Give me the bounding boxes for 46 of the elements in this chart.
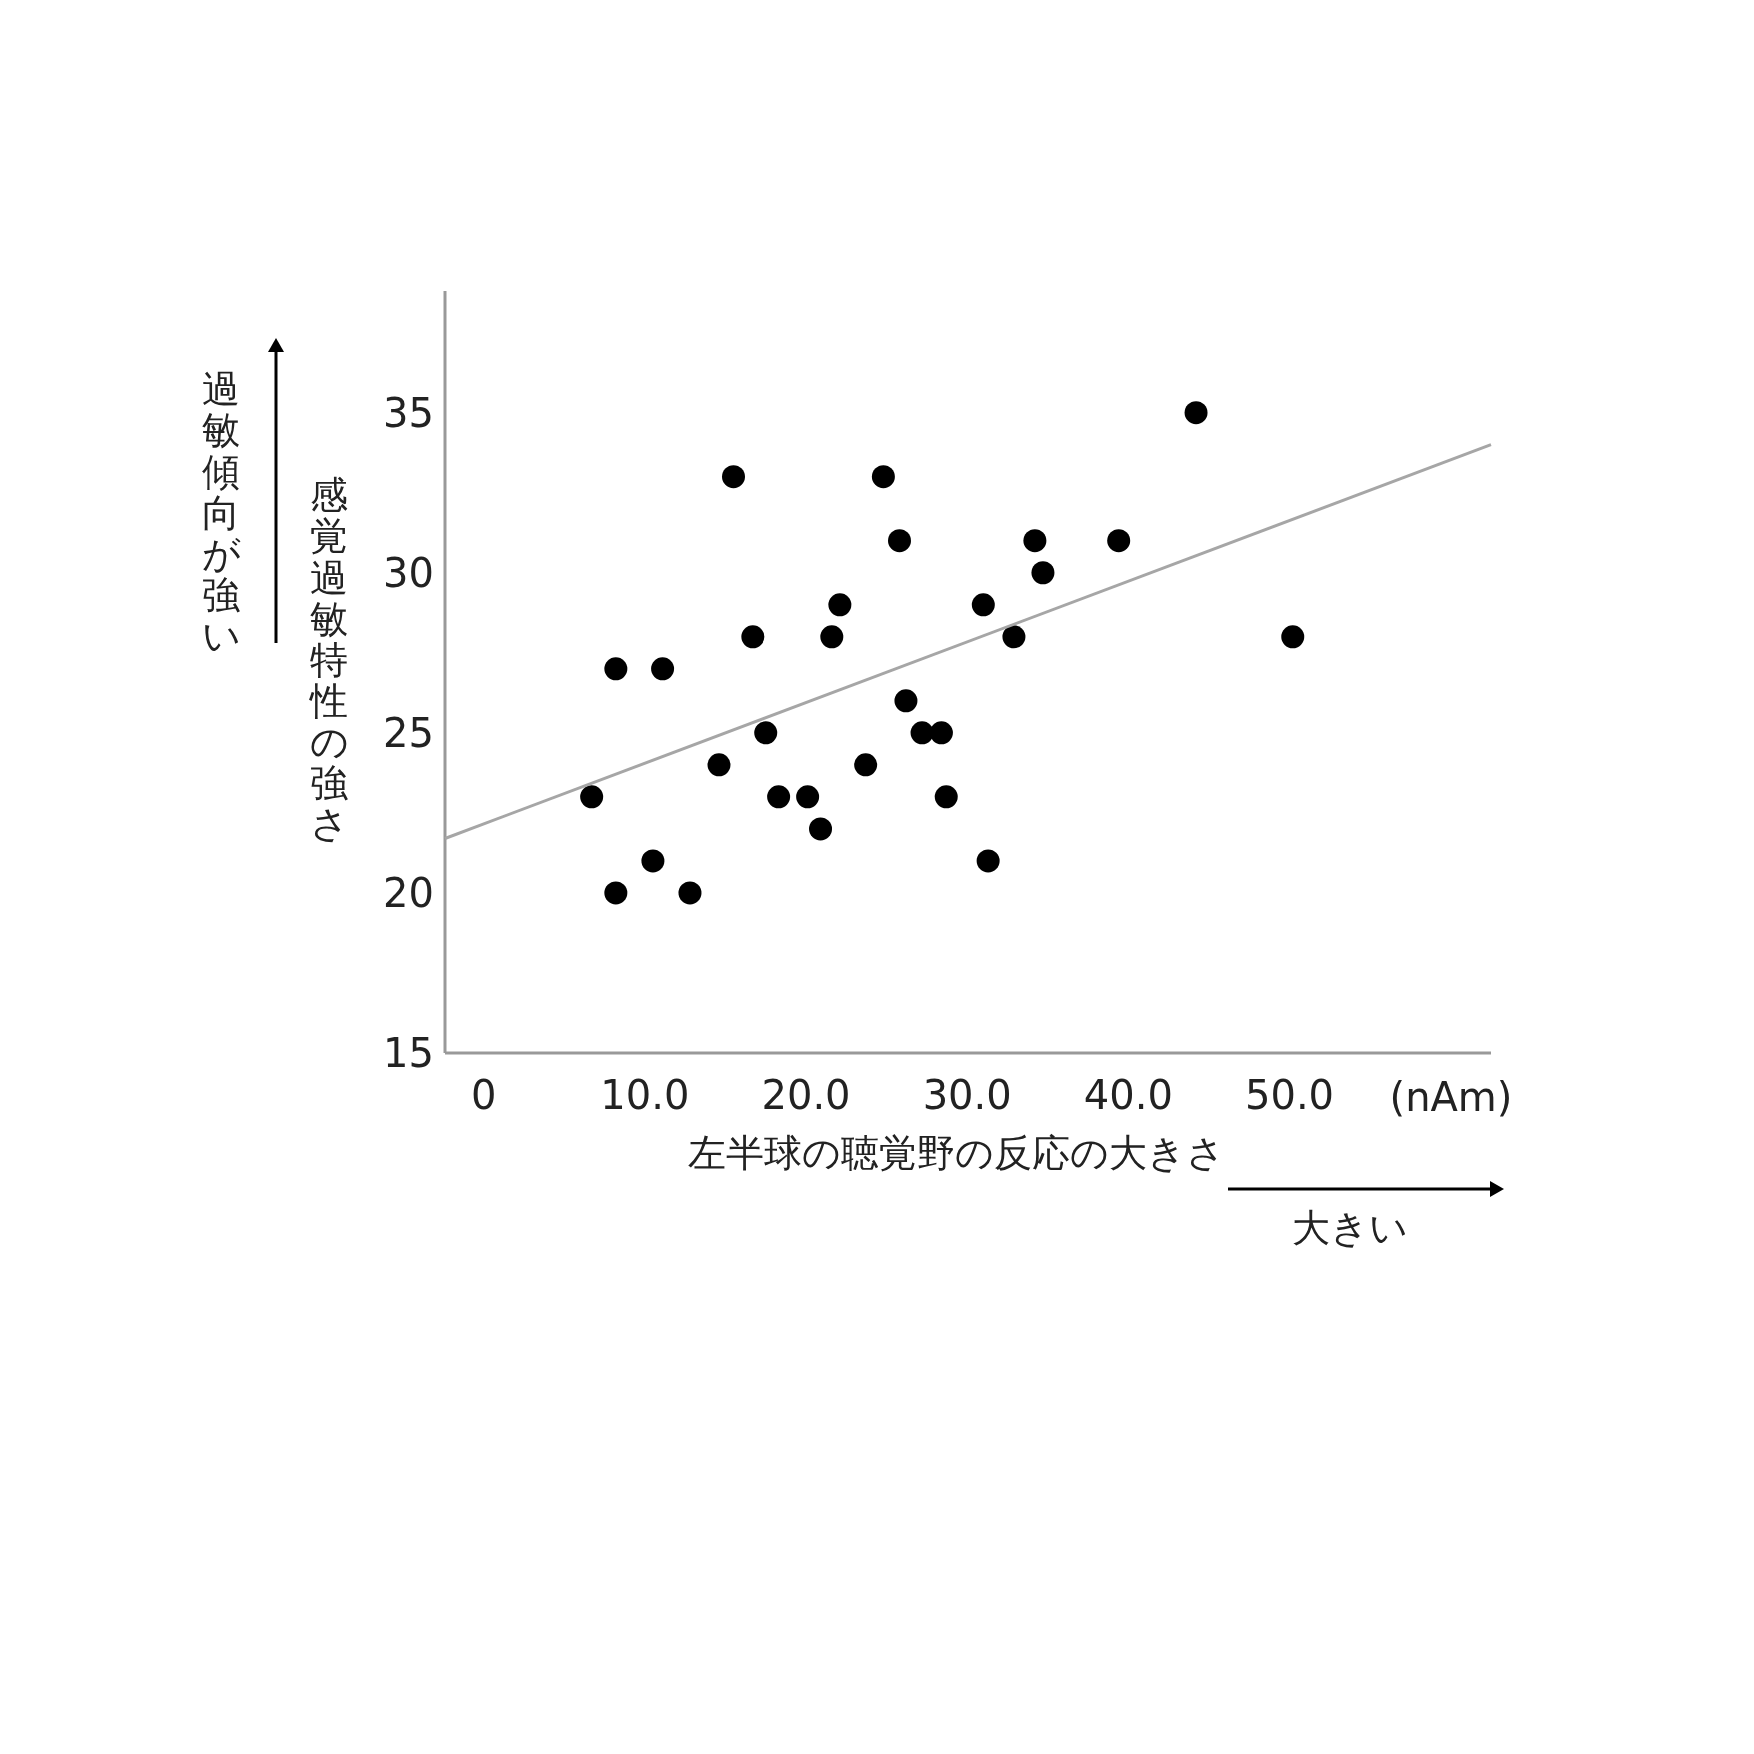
point bbox=[934, 785, 958, 809]
point bbox=[767, 785, 791, 809]
y-tick-label: 35 bbox=[383, 389, 434, 436]
point bbox=[894, 689, 918, 713]
y-tick-label: 20 bbox=[383, 869, 434, 916]
x-tick-label: 50.0 bbox=[1245, 1072, 1335, 1118]
point bbox=[604, 881, 628, 905]
x-tick-label: 30.0 bbox=[922, 1072, 1012, 1118]
point bbox=[707, 753, 731, 777]
point bbox=[678, 881, 702, 905]
x-tick-label: 10.0 bbox=[600, 1072, 690, 1118]
point bbox=[641, 849, 665, 873]
point bbox=[796, 785, 820, 809]
point bbox=[741, 625, 765, 649]
text: 感覚過敏特性の強さ bbox=[309, 473, 349, 846]
x-tick-label: 20.0 bbox=[761, 1072, 851, 1118]
point bbox=[820, 625, 844, 649]
x-tick-label: 0 bbox=[470, 1072, 497, 1118]
point bbox=[976, 849, 1000, 873]
point bbox=[651, 657, 675, 681]
x-axis-title: 左半球の聴覚野の反応の大きさ bbox=[687, 1131, 1225, 1175]
point bbox=[871, 465, 895, 489]
point bbox=[754, 721, 778, 745]
point bbox=[1107, 529, 1131, 553]
x-tick-label: 40.0 bbox=[1083, 1072, 1173, 1118]
point bbox=[1281, 625, 1305, 649]
point bbox=[854, 753, 878, 777]
point bbox=[971, 593, 995, 617]
point bbox=[1023, 529, 1047, 553]
point bbox=[888, 529, 911, 553]
point bbox=[580, 785, 604, 809]
point bbox=[910, 721, 934, 745]
point bbox=[1184, 401, 1208, 425]
y-tick-label: 25 bbox=[383, 709, 434, 756]
point bbox=[604, 657, 628, 681]
y-tick-label: 30 bbox=[383, 549, 434, 596]
text: (nAm) bbox=[1389, 1074, 1513, 1120]
point bbox=[1031, 561, 1055, 585]
point bbox=[1002, 625, 1026, 649]
point bbox=[722, 465, 745, 489]
y-tick-label: 15 bbox=[383, 1030, 434, 1076]
text: 大きい bbox=[1292, 1206, 1408, 1250]
point bbox=[929, 721, 953, 745]
point bbox=[828, 593, 852, 617]
point bbox=[809, 817, 833, 841]
text: 過敏傾向が強い bbox=[201, 367, 241, 658]
